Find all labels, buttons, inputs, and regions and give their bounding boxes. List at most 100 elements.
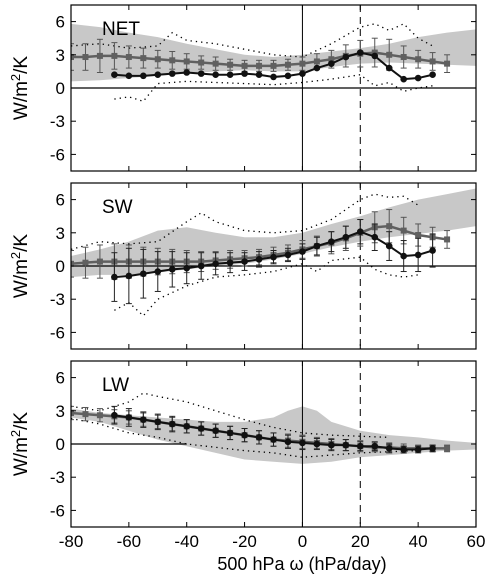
black-series-point	[168, 70, 176, 77]
gray-series-point	[313, 58, 320, 65]
y-tick-label: 0	[56, 435, 65, 454]
gray-series-point	[71, 54, 74, 61]
gray-series-point	[198, 59, 205, 66]
gray-series-point	[212, 60, 219, 67]
black-series-point	[328, 238, 335, 245]
black-series-point	[168, 420, 176, 428]
black-series-point	[168, 266, 176, 273]
black-series-point	[197, 262, 205, 270]
black-series-point	[400, 252, 407, 260]
gray-series-point	[444, 236, 451, 243]
x-tick-label: -40	[174, 532, 199, 551]
black-series-point	[125, 72, 133, 80]
black-series-point	[342, 441, 350, 449]
black-series-point	[226, 429, 234, 437]
black-series-point	[255, 71, 263, 79]
y-tick-label: 0	[56, 79, 65, 98]
gray-series-point	[111, 52, 118, 59]
black-series-point	[125, 414, 133, 421]
black-series-point	[183, 69, 191, 76]
black-series-point	[111, 273, 118, 281]
panel-sw: -6 -3 0 3 6 SW W/m2/K	[8, 182, 477, 350]
black-series-point	[183, 422, 191, 430]
y-tick-label: 6	[56, 13, 65, 32]
black-series-point	[385, 445, 393, 452]
black-series-point	[212, 427, 219, 435]
black-series-point	[313, 440, 321, 448]
black-series-point	[299, 439, 306, 447]
gray-series-point	[256, 62, 263, 69]
black-series-point	[342, 53, 350, 61]
black-series-point	[241, 431, 248, 439]
black-series-point	[284, 251, 292, 259]
black-series-point	[385, 64, 393, 72]
black-series-point	[328, 60, 335, 67]
plot-area	[71, 361, 476, 527]
gray-series-point	[429, 58, 436, 65]
y-tick-label: 3	[56, 224, 65, 243]
y-tick-label: -6	[50, 145, 65, 164]
black-series-point	[241, 70, 248, 77]
gray-series-point	[415, 56, 422, 63]
plot-area	[71, 5, 476, 171]
x-tick-label: 0	[298, 532, 307, 551]
black-series-point	[299, 70, 306, 77]
panel-label: LW	[102, 375, 129, 396]
black-series-point	[255, 256, 263, 263]
gray-series-point	[299, 60, 306, 67]
black-series-point	[270, 253, 277, 261]
black-series-point	[212, 260, 219, 268]
panel-net: -6 -3 0 3 6 NET W/m2/K	[8, 4, 477, 172]
gray-series-point	[284, 61, 291, 68]
black-series-point	[111, 411, 118, 419]
gray-series-point	[96, 412, 103, 419]
x-tick-label: -20	[232, 532, 257, 551]
black-series-point	[328, 441, 335, 449]
y-tick-label: -3	[50, 112, 65, 131]
black-series-point	[270, 436, 277, 443]
dotted-envelope-upper	[71, 193, 419, 251]
black-series-point	[356, 442, 364, 450]
gray-series-point	[125, 54, 132, 61]
black-series-point	[197, 425, 205, 432]
gray-series-point	[241, 62, 248, 69]
gray-series-point	[386, 223, 393, 230]
panel-label: NET	[102, 19, 140, 40]
x-axis-label: 500 hPa ω (hPa/day)	[217, 554, 386, 574]
gray-series-point	[140, 55, 147, 62]
black-series-point	[111, 71, 118, 79]
gray-series-point	[183, 58, 190, 65]
gray-series-point	[71, 410, 74, 417]
x-tick-label: -60	[117, 532, 142, 551]
gray-series-point	[169, 57, 176, 64]
gray-series-point	[71, 260, 74, 267]
black-series-point	[226, 259, 234, 266]
black-series-point	[183, 264, 191, 272]
y-tick-label: -3	[50, 290, 65, 309]
y-tick-label: 0	[56, 257, 65, 276]
black-series-point	[385, 242, 393, 250]
plot-area	[71, 183, 476, 349]
black-series-point	[212, 71, 219, 79]
x-tick-label: 60	[467, 532, 486, 551]
gray-series-point	[154, 56, 161, 63]
gray-series-point	[270, 62, 277, 69]
gray-series-point	[415, 232, 422, 239]
black-series-point	[371, 442, 379, 450]
y-tick-label: 6	[56, 369, 65, 388]
gray-series-point	[82, 259, 89, 266]
black-series-point	[429, 247, 436, 254]
y-tick-label: 3	[56, 402, 65, 421]
black-series-point	[241, 258, 248, 265]
black-series-point	[429, 71, 436, 79]
gray-series-point	[82, 54, 89, 61]
dotted-envelope-upper	[71, 392, 390, 439]
y-tick-label: -3	[50, 468, 65, 487]
y-axis-label: W/m2/K	[8, 56, 32, 121]
black-series-point	[226, 71, 234, 79]
gray-series-point	[386, 51, 393, 58]
black-series-point	[140, 270, 147, 278]
gray-series-point	[96, 52, 103, 59]
black-series-point	[429, 445, 436, 452]
